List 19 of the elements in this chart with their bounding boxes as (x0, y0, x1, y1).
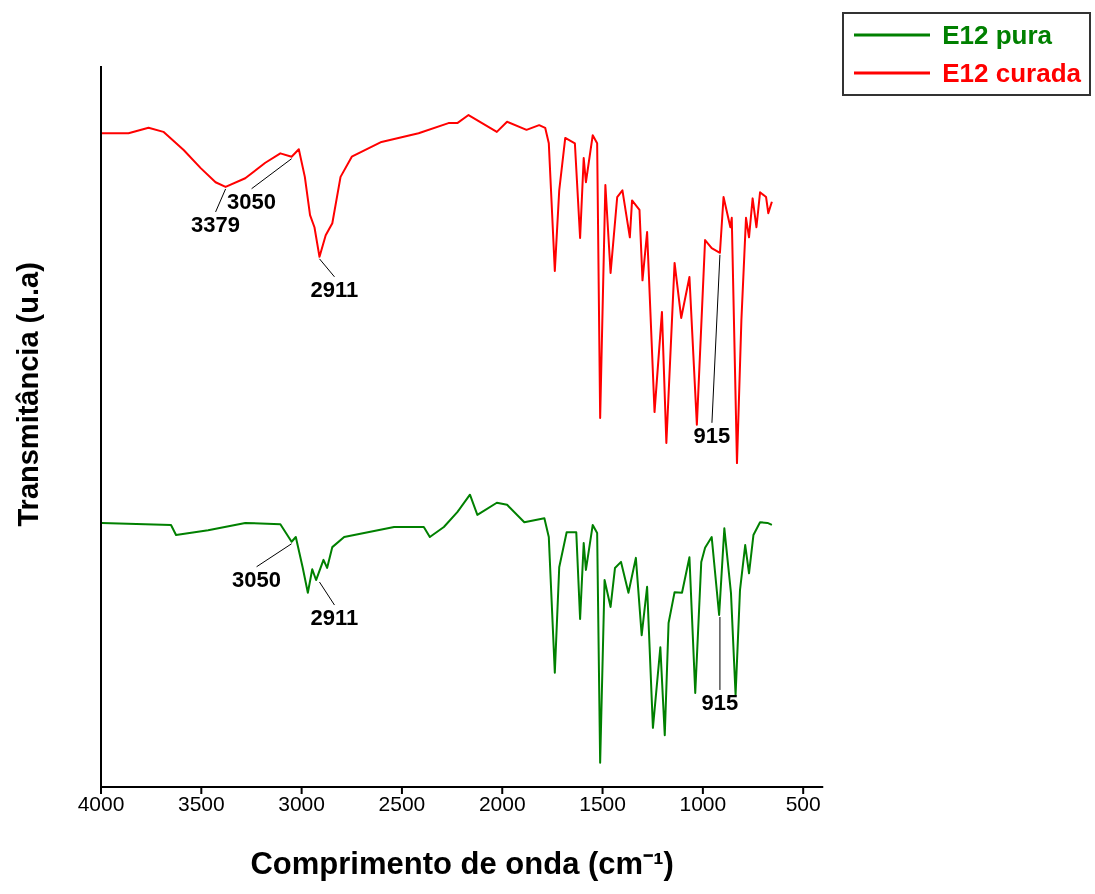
annotation: 2911 (310, 276, 359, 302)
annotation: 3050 (227, 188, 277, 214)
x-tick-label: 1500 (579, 791, 626, 815)
annotation: 3050 (232, 566, 282, 592)
annotation: 3379 (191, 211, 241, 237)
x-tick-label: 1000 (679, 791, 727, 815)
x-tick-label: 3500 (177, 791, 225, 815)
annotation: 915 (701, 689, 739, 715)
annotation: 2911 (310, 605, 359, 631)
x-tick-label: 2000 (478, 791, 526, 815)
x-tick-label: 3000 (278, 791, 325, 815)
x-tick-label: 500 (785, 791, 821, 815)
y-axis-title: Transmitância (u.a) (12, 262, 45, 527)
x-tick-label: 4000 (77, 791, 125, 815)
annotation: 915 (693, 422, 731, 448)
x-tick-label: 2500 (378, 791, 426, 815)
legend-label: E12 curada (942, 57, 1081, 89)
legend-label: E12 pura (942, 19, 1053, 51)
x-axis-title: Comprimento de onda (cm⁻¹) (250, 846, 674, 881)
